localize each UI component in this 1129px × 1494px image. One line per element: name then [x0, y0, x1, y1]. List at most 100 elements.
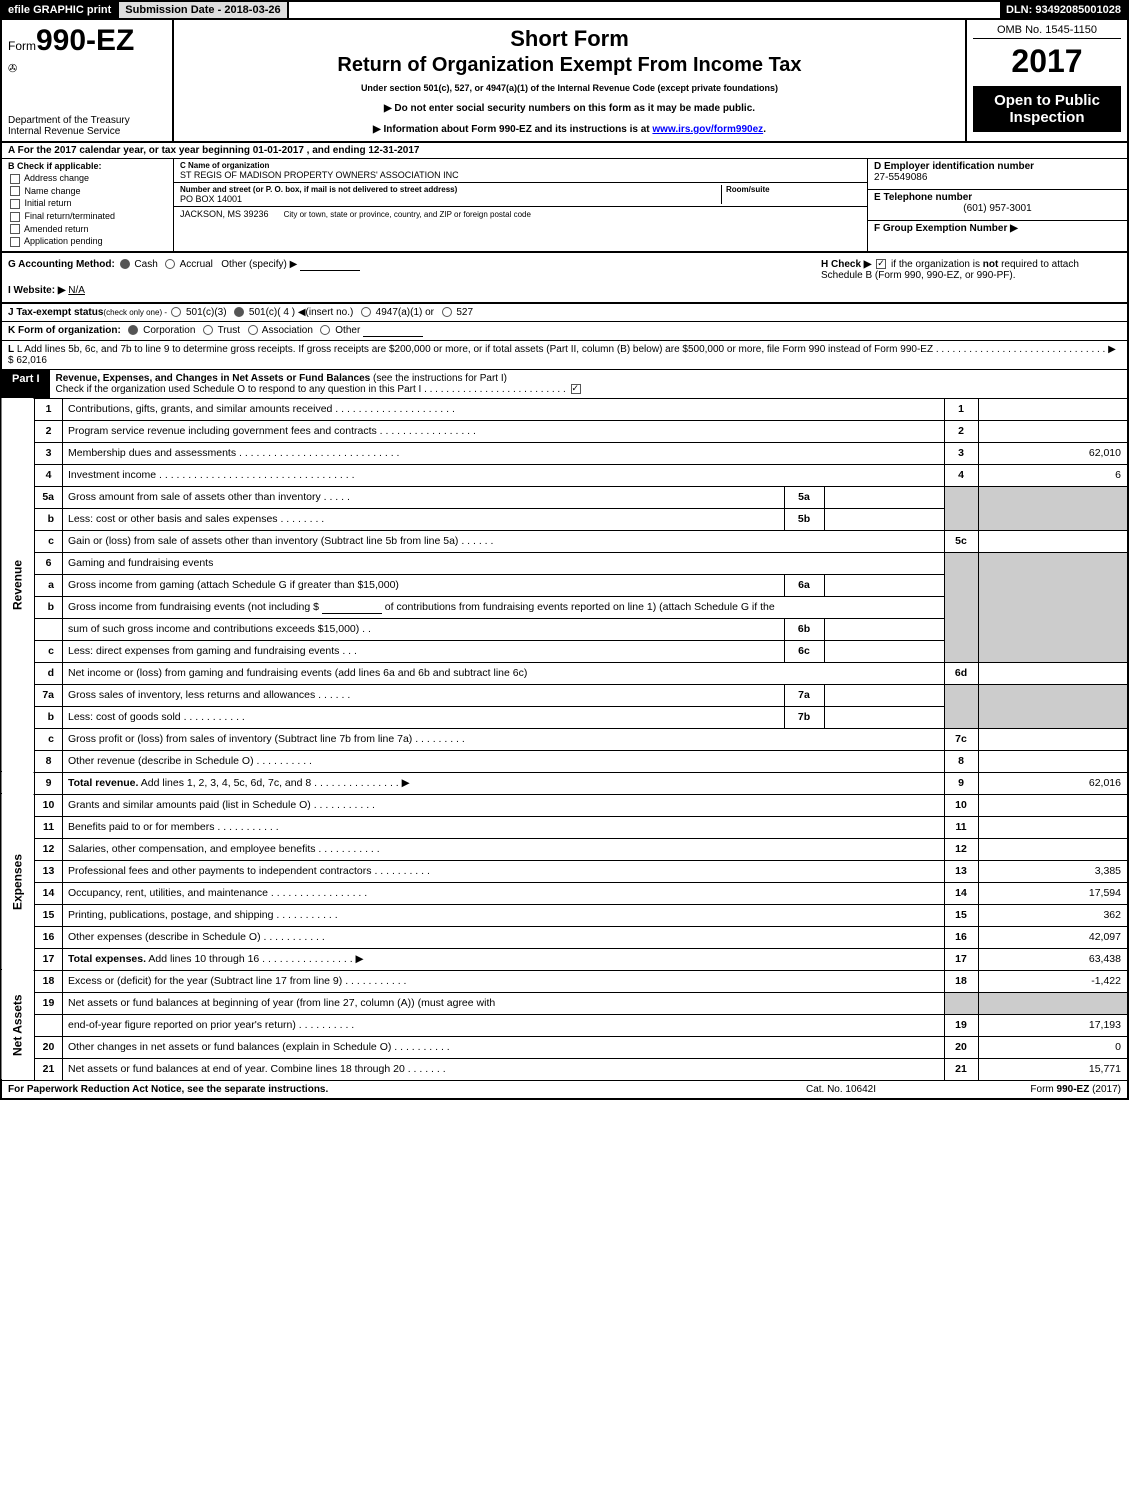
- row-6: 6 Gaming and fundraising events: [1, 552, 1128, 574]
- form-number: 990-EZ: [36, 24, 134, 57]
- header-center: Short Form Return of Organization Exempt…: [174, 20, 967, 141]
- ck-initial-return[interactable]: Initial return: [8, 198, 167, 209]
- val-begin-balance: 17,193: [978, 1014, 1128, 1036]
- row-17: 17Total expenses. Add lines 10 through 1…: [1, 948, 1128, 970]
- row-7a: 7a Gross sales of inventory, less return…: [1, 684, 1128, 706]
- line-a: A For the 2017 calendar year, or tax yea…: [0, 143, 1129, 159]
- line-j: J Tax-exempt status(check only one) - 50…: [0, 304, 1129, 322]
- val-membership-dues: 62,010: [978, 442, 1128, 464]
- line-a-pre: A For the 2017 calendar year, or tax yea…: [8, 145, 253, 156]
- row-18: Net Assets 18Excess or (deficit) for the…: [1, 970, 1128, 992]
- box-c: C Name of organization ST REGIS OF MADIS…: [174, 159, 867, 251]
- radio-other-org[interactable]: [320, 325, 330, 335]
- part1-label: Part I: [2, 370, 50, 398]
- line-a-mid: , and ending: [307, 145, 369, 156]
- tax-year: 2017: [973, 43, 1121, 80]
- row-16: 16Other expenses (describe in Schedule O…: [1, 926, 1128, 948]
- dept-treasury: Department of the Treasury: [8, 115, 166, 126]
- box-b-header: B Check if applicable:: [8, 161, 167, 171]
- dln-label: DLN:: [1006, 4, 1035, 16]
- ck-final-return[interactable]: Final return/terminated: [8, 211, 167, 222]
- gross-receipts-value: 62,016: [16, 355, 47, 366]
- other-specify-field[interactable]: [300, 259, 360, 271]
- street-label: Number and street (or P. O. box, if mail…: [180, 185, 721, 194]
- ck-schedule-o-used[interactable]: [571, 384, 581, 394]
- ck-amended[interactable]: Amended return: [8, 224, 167, 235]
- row-6d: d Net income or (loss) from gaming and f…: [1, 662, 1128, 684]
- open-to-public: Open to Public Inspection: [973, 86, 1121, 132]
- header-left: Form990-EZ ✇ Department of the Treasury …: [2, 20, 174, 141]
- phone-value: (601) 957-3001: [874, 203, 1121, 214]
- info-link[interactable]: www.irs.gov/form990ez: [652, 124, 763, 135]
- room-suite: Room/suite: [721, 185, 861, 204]
- radio-501c3[interactable]: [171, 307, 181, 317]
- cat-no: Cat. No. 10642I: [741, 1084, 941, 1095]
- ck-name-change[interactable]: Name change: [8, 186, 167, 197]
- block-b: B Check if applicable: Address change Na…: [0, 159, 1129, 253]
- row-13: 13Professional fees and other payments t…: [1, 860, 1128, 882]
- val-total-expenses: 63,438: [978, 948, 1128, 970]
- dept-irs: Internal Revenue Service: [8, 126, 166, 137]
- net-assets-label: Net Assets: [1, 970, 35, 1080]
- header-right: OMB No. 1545-1150 2017 Open to Public In…: [967, 20, 1127, 141]
- row-2: 2 Program service revenue including gove…: [1, 420, 1128, 442]
- submission-label: Submission Date -: [125, 4, 224, 16]
- row-21: 21Net assets or fund balances at end of …: [1, 1058, 1128, 1080]
- row-14: 14Occupancy, rent, utilities, and mainte…: [1, 882, 1128, 904]
- street-value: PO BOX 14001: [180, 194, 242, 204]
- block-ghi: G Accounting Method: Cash Accrual Other …: [0, 253, 1129, 304]
- val-excess-deficit: -1,422: [978, 970, 1128, 992]
- row-19a: 19Net assets or fund balances at beginni…: [1, 992, 1128, 1014]
- row-8: 8 Other revenue (describe in Schedule O)…: [1, 750, 1128, 772]
- val-investment-income: 6: [978, 464, 1128, 486]
- radio-501c4[interactable]: [234, 307, 244, 317]
- form-ref: Form 990-EZ (2017): [941, 1084, 1121, 1095]
- submission-date-cell: Submission Date - 2018-03-26: [119, 2, 288, 18]
- ein-value: 27-5549086: [874, 172, 927, 183]
- radio-cash[interactable]: [120, 259, 130, 269]
- d-label: D Employer identification number: [874, 161, 1034, 172]
- part1-title: Revenue, Expenses, and Changes in Net As…: [50, 370, 1127, 398]
- ck-address-change[interactable]: Address change: [8, 173, 167, 184]
- expenses-label: Expenses: [1, 794, 35, 970]
- form-title-long: Return of Organization Exempt From Incom…: [182, 54, 957, 77]
- top-bar: efile GRAPHIC print Submission Date - 20…: [0, 0, 1129, 20]
- e-label: E Telephone number: [874, 192, 972, 203]
- f-label: F Group Exemption Number ▶: [874, 223, 1018, 234]
- city-label: City or town, state or province, country…: [284, 210, 531, 219]
- row-5a: 5a Gross amount from sale of assets othe…: [1, 486, 1128, 508]
- irs-logo-icon: ✇: [8, 62, 166, 75]
- ck-schedule-b-not-required[interactable]: [876, 259, 886, 269]
- radio-accrual[interactable]: [165, 259, 175, 269]
- row-5c: c Gain or (loss) from sale of assets oth…: [1, 530, 1128, 552]
- radio-corp[interactable]: [128, 325, 138, 335]
- part1-table: Revenue 1 Contributions, gifts, grants, …: [0, 398, 1129, 1081]
- val-end-balance: 15,771: [978, 1058, 1128, 1080]
- line-i: I Website: ▶ N/A: [8, 285, 821, 296]
- val-occupancy: 17,594: [978, 882, 1128, 904]
- radio-527[interactable]: [442, 307, 452, 317]
- val-total-revenue: 62,016: [978, 772, 1128, 794]
- row-1: Revenue 1 Contributions, gifts, grants, …: [1, 398, 1128, 420]
- website-value: N/A: [68, 285, 85, 296]
- form-prefix: Form: [8, 39, 36, 53]
- ssn-warning: ▶ Do not enter social security numbers o…: [182, 103, 957, 114]
- org-name: ST REGIS OF MADISON PROPERTY OWNERS' ASS…: [180, 170, 459, 180]
- row-15: 15Printing, publications, postage, and s…: [1, 904, 1128, 926]
- page-footer: For Paperwork Reduction Act Notice, see …: [0, 1081, 1129, 1100]
- omb-number: OMB No. 1545-1150: [973, 24, 1121, 39]
- radio-4947a1[interactable]: [361, 307, 371, 317]
- line-k: K Form of organization: Corporation Trus…: [0, 322, 1129, 341]
- radio-assoc[interactable]: [248, 325, 258, 335]
- submission-date: 2018-03-26: [224, 4, 280, 16]
- row-4: 4 Investment income . . . . . . . . . . …: [1, 464, 1128, 486]
- dln-value: 93492085001028: [1035, 4, 1121, 16]
- line-l: L L Add lines 5b, 6c, and 7b to line 9 t…: [0, 341, 1129, 370]
- box-b: B Check if applicable: Address change Na…: [2, 159, 174, 251]
- line-a-end: 12-31-2017: [368, 145, 419, 156]
- box-e: E Telephone number (601) 957-3001: [868, 190, 1127, 221]
- box-def: D Employer identification number 27-5549…: [867, 159, 1127, 251]
- radio-trust[interactable]: [203, 325, 213, 335]
- ck-app-pending[interactable]: Application pending: [8, 236, 167, 247]
- row-7c: c Gross profit or (loss) from sales of i…: [1, 728, 1128, 750]
